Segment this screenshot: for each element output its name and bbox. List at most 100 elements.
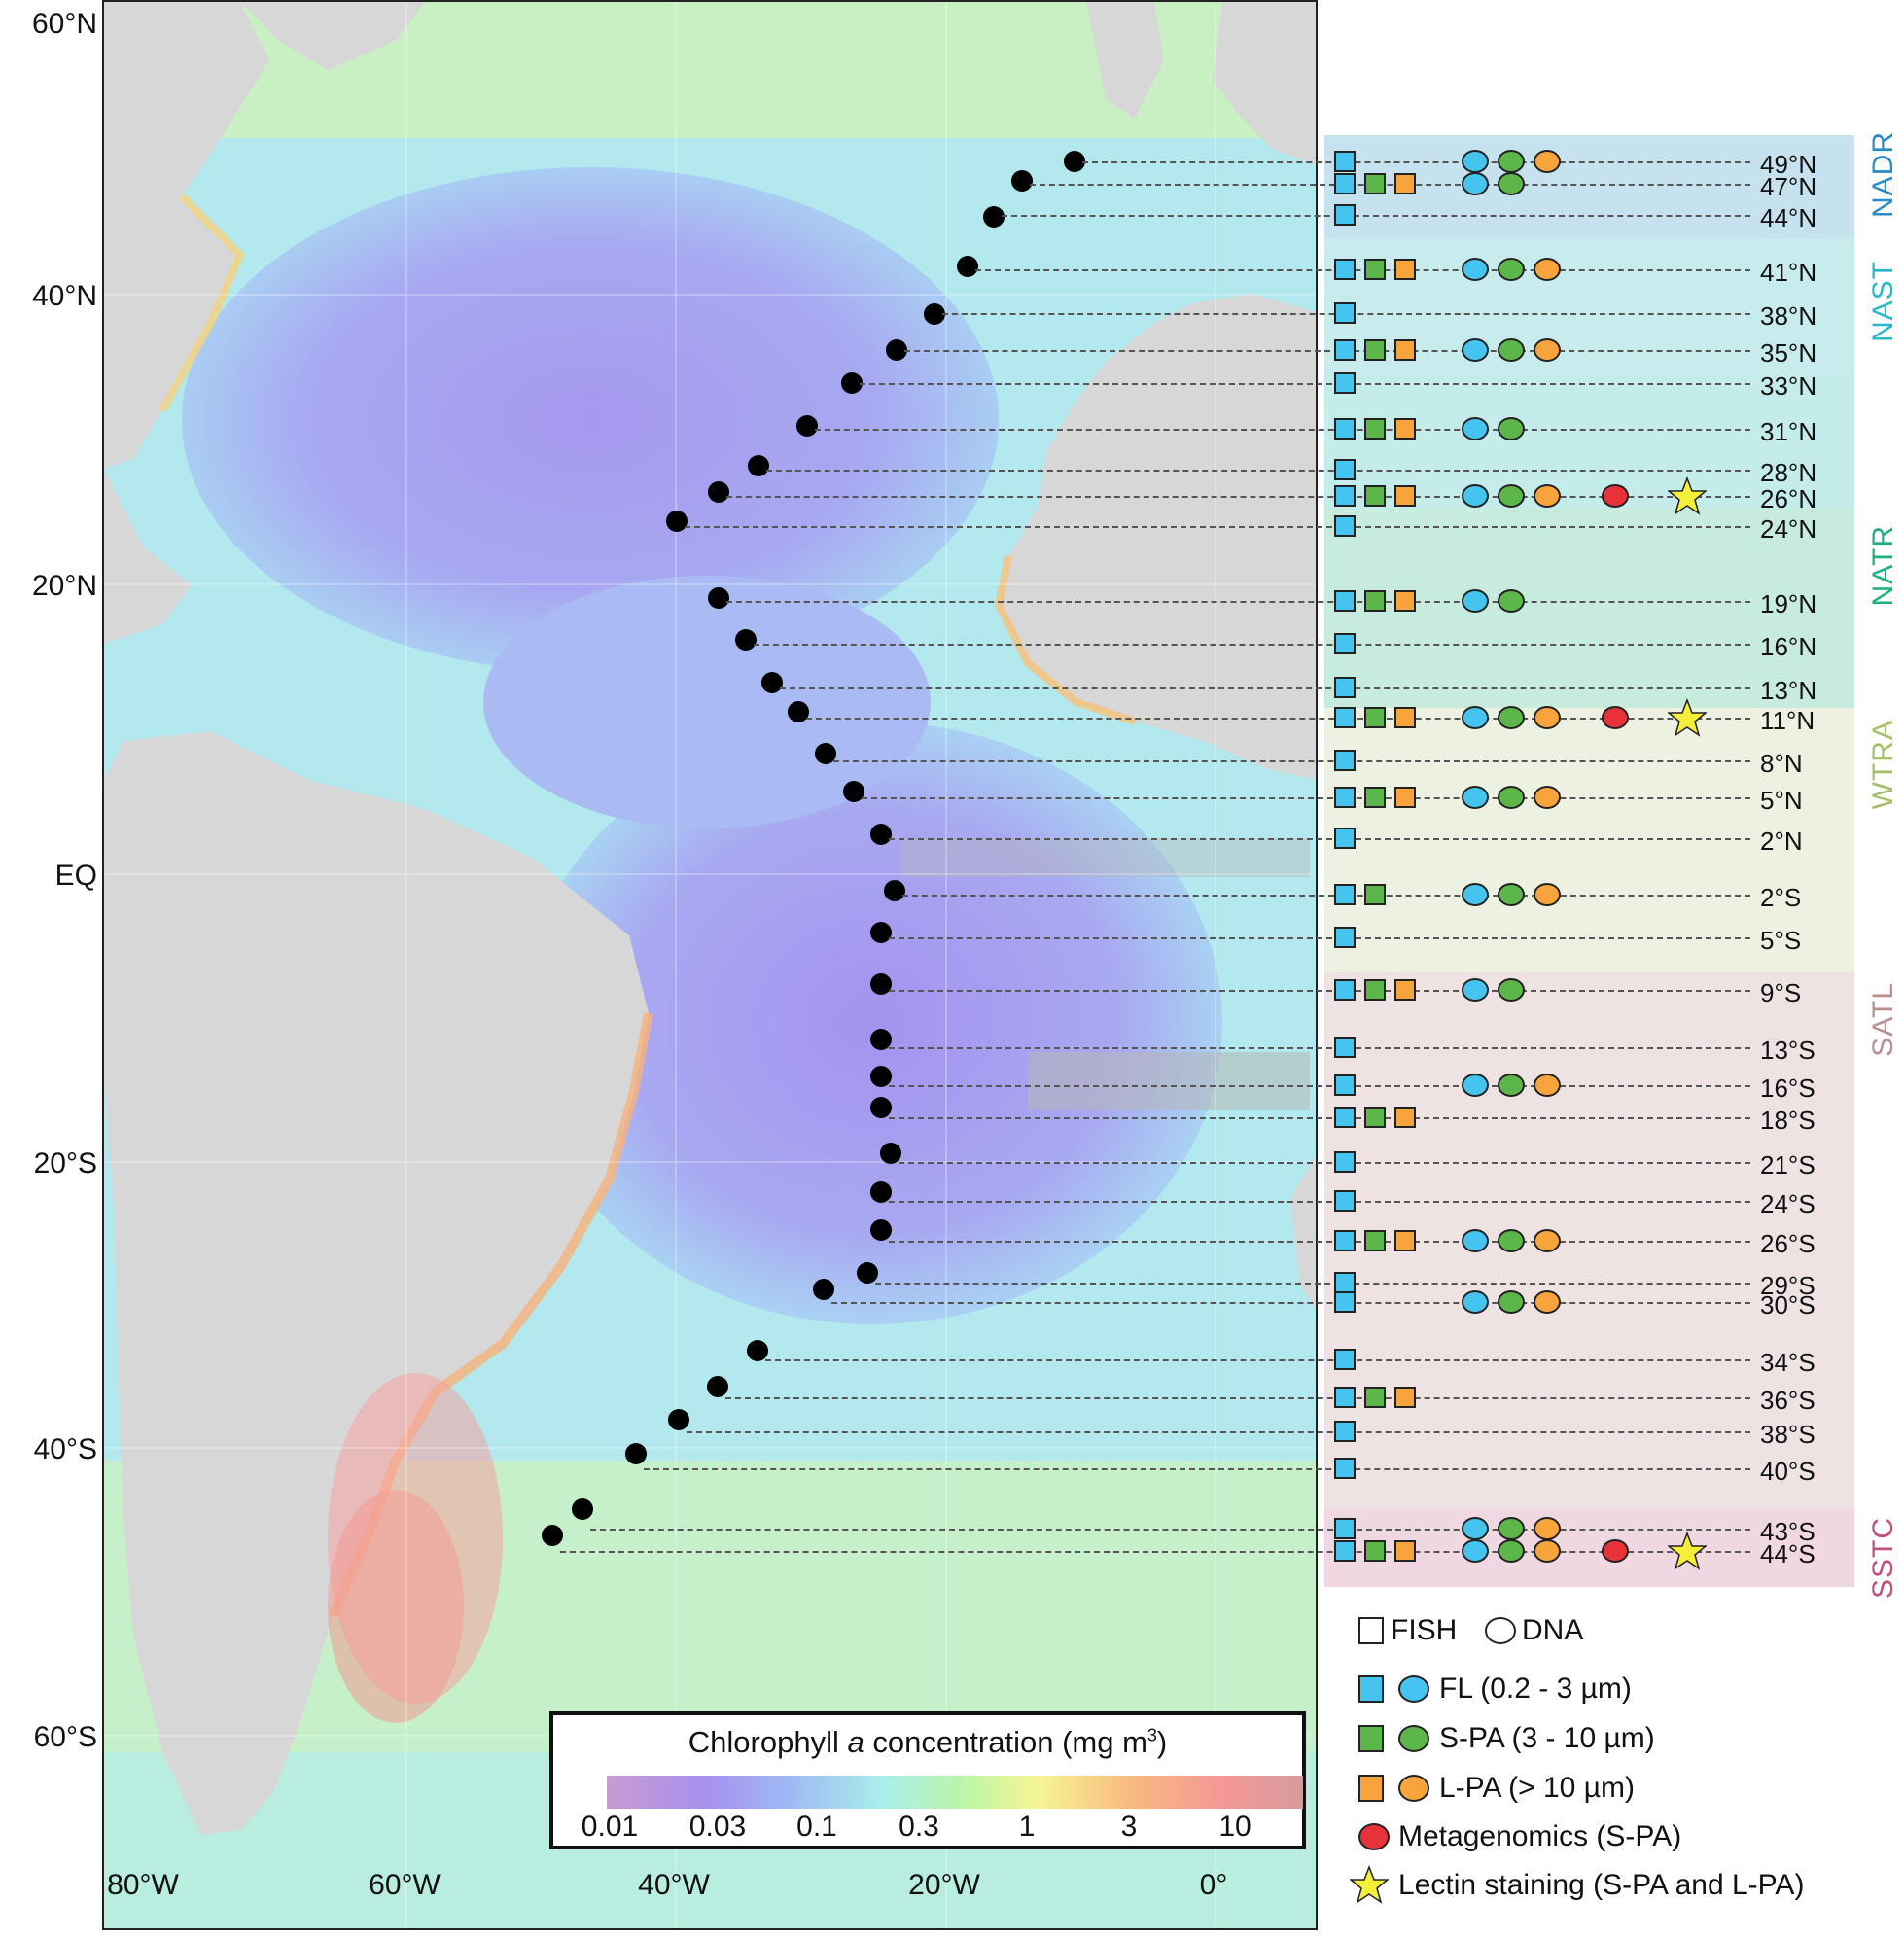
dna-marker bbox=[1498, 1074, 1525, 1097]
station-connector bbox=[754, 644, 1750, 646]
lon-label-20w: 20°W bbox=[908, 1869, 980, 1901]
station-dot bbox=[841, 372, 863, 394]
dna-marker bbox=[1534, 1539, 1561, 1563]
station-connector bbox=[766, 470, 1750, 472]
fish-marker bbox=[1334, 515, 1356, 537]
fish-marker bbox=[1334, 828, 1356, 849]
dna-marker bbox=[1462, 484, 1489, 508]
dna-marker bbox=[1534, 1074, 1561, 1097]
legend-fl-circle bbox=[1398, 1675, 1429, 1703]
station-lat-label: 41°N bbox=[1760, 258, 1817, 287]
station-dot bbox=[884, 880, 905, 901]
dna-marker bbox=[1498, 883, 1525, 906]
colorbar-title-italic: a bbox=[847, 1725, 864, 1759]
fish-marker bbox=[1334, 1421, 1356, 1442]
station-lat-label: 31°N bbox=[1760, 417, 1817, 446]
province-nadr: NADR bbox=[1867, 131, 1899, 219]
fish-marker bbox=[1394, 1540, 1416, 1562]
lat-label-40n: 40°N bbox=[31, 280, 97, 312]
fish-marker bbox=[1334, 259, 1356, 280]
dna-marker bbox=[1462, 1074, 1489, 1097]
station-lat-label: 30°S bbox=[1760, 1290, 1816, 1320]
dna-marker bbox=[1462, 883, 1489, 906]
station-dot bbox=[813, 1279, 834, 1300]
station-lat-label: 40°S bbox=[1760, 1457, 1816, 1486]
province-satl: SATL bbox=[1867, 982, 1899, 1057]
fish-marker bbox=[1334, 302, 1356, 324]
dna-marker bbox=[1498, 417, 1525, 440]
fish-marker bbox=[1334, 1458, 1356, 1479]
station-dot bbox=[957, 256, 978, 277]
province-sstc: SSTC bbox=[1867, 1517, 1899, 1600]
band-wtra bbox=[1324, 708, 1854, 972]
colorbar-tick: 0.03 bbox=[688, 1811, 747, 1843]
fish-marker bbox=[1334, 750, 1356, 771]
fish-marker bbox=[1364, 787, 1386, 808]
station-lat-label: 43°S bbox=[1760, 1517, 1816, 1546]
station-connector bbox=[685, 526, 1750, 528]
dna-marker bbox=[1462, 978, 1489, 1002]
fish-marker bbox=[1334, 1291, 1356, 1313]
station-connector bbox=[904, 350, 1750, 352]
dna-marker bbox=[1498, 172, 1525, 195]
fish-marker bbox=[1364, 259, 1386, 280]
station-dot bbox=[880, 1143, 901, 1164]
station-dot bbox=[870, 1066, 892, 1087]
station-lat-label: 47°N bbox=[1760, 172, 1817, 201]
station-dot bbox=[857, 1262, 878, 1284]
station-lat-label: 5°S bbox=[1760, 926, 1802, 955]
dna-marker bbox=[1462, 1517, 1489, 1540]
station-dot bbox=[886, 339, 907, 361]
legend-spa-label: S-PA (3 - 10 µm) bbox=[1439, 1722, 1655, 1754]
station-dot bbox=[542, 1525, 563, 1546]
station-connector bbox=[875, 1283, 1750, 1285]
station-connector bbox=[644, 1468, 1750, 1470]
fish-marker bbox=[1394, 173, 1416, 194]
station-lat-label: 26°N bbox=[1760, 484, 1817, 513]
dna-marker bbox=[1462, 150, 1489, 173]
colorbar-tick: 0.01 bbox=[581, 1811, 639, 1843]
fish-marker bbox=[1334, 884, 1356, 905]
station-lat-label: 24°N bbox=[1760, 514, 1817, 544]
fish-marker bbox=[1334, 590, 1356, 612]
colorbar: Chlorophyll a concentration (mg m3) 0.01… bbox=[549, 1711, 1306, 1849]
station-connector bbox=[1002, 215, 1750, 217]
station-lat-label: 2°S bbox=[1760, 883, 1802, 912]
fish-marker bbox=[1364, 1230, 1386, 1251]
station-dot bbox=[788, 701, 809, 722]
station-dot bbox=[796, 415, 818, 437]
station-dot bbox=[761, 672, 783, 693]
metagenomics-marker bbox=[1602, 706, 1629, 729]
dna-marker bbox=[1462, 786, 1489, 809]
legend-meta-label: Metagenomics (S-PA) bbox=[1398, 1820, 1682, 1852]
station-dot bbox=[748, 455, 769, 476]
colorbar-title-prefix: Chlorophyll bbox=[688, 1725, 848, 1759]
station-lat-label: 13°N bbox=[1760, 676, 1817, 705]
station-connector bbox=[1030, 184, 1750, 186]
dna-marker bbox=[1462, 706, 1489, 729]
station-connector bbox=[860, 383, 1750, 385]
fish-marker bbox=[1334, 1107, 1356, 1128]
station-lat-label: 26°S bbox=[1760, 1229, 1816, 1258]
station-connector bbox=[889, 1047, 1750, 1049]
station-connector bbox=[889, 990, 1750, 992]
station-dot bbox=[815, 743, 836, 764]
station-connector bbox=[889, 937, 1750, 939]
legend-star-icon bbox=[1350, 1865, 1389, 1904]
colorbar-tick: 0.3 bbox=[899, 1811, 939, 1843]
colorbar-tick: 3 bbox=[1120, 1811, 1138, 1843]
chlorophyll-map bbox=[102, 0, 1318, 1930]
fish-marker bbox=[1364, 1387, 1386, 1408]
station-dot bbox=[668, 1409, 689, 1430]
dna-marker bbox=[1534, 258, 1561, 281]
dna-marker bbox=[1498, 484, 1525, 508]
lectin-star-icon bbox=[1668, 1532, 1707, 1570]
fish-marker bbox=[1334, 1540, 1356, 1562]
fish-marker bbox=[1334, 1230, 1356, 1251]
colorbar-title-end: ) bbox=[1156, 1725, 1168, 1759]
fish-marker bbox=[1394, 1387, 1416, 1408]
dna-marker bbox=[1462, 338, 1489, 362]
fish-marker bbox=[1364, 590, 1386, 612]
dna-marker bbox=[1534, 1517, 1561, 1540]
station-dot bbox=[983, 206, 1005, 228]
